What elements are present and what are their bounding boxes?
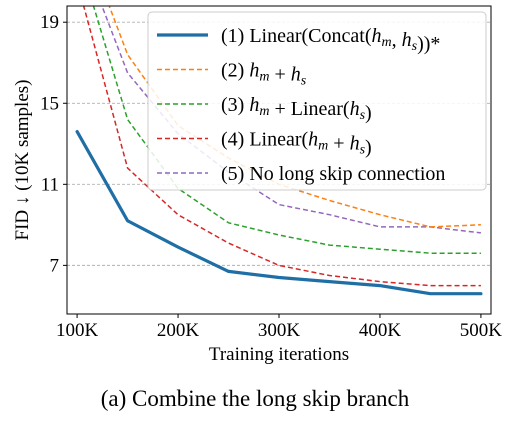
y-tick-label: 7 [50, 255, 60, 276]
series-line-3 [92, 6, 481, 254]
legend: (1) Linear(Concat(hm, hs))* (2) hm + hs (3… [147, 11, 487, 191]
x-tick-label: 200K [157, 320, 200, 341]
series-line-5 [101, 6, 481, 234]
legend-label-4: (4) Linear(hm + hs) [221, 129, 372, 159]
legend-label-1: (1) Linear(Concat(hm, hs))* [221, 25, 440, 55]
x-tick-label: 400K [359, 320, 402, 341]
x-tick-label: 100K [56, 320, 99, 341]
y-axis: 7 11 15 19 [40, 12, 67, 276]
legend-label-3: (3) hm + Linear(hs) [221, 94, 372, 124]
x-tick-label: 500K [460, 320, 503, 341]
y-axis-label: FID ↓ (10K samples) [12, 80, 33, 241]
y-tick-label: 11 [41, 174, 59, 195]
y-tick-label: 19 [40, 12, 59, 33]
legend-label-2: (2) hm + hs [221, 60, 307, 89]
x-tick-label: 300K [258, 320, 301, 341]
series-line-4 [82, 6, 481, 287]
series-line-1 [75, 130, 483, 296]
y-tick-label: 15 [40, 93, 59, 114]
legend-label-5: (5) No long skip connection [221, 163, 445, 185]
legend-box [147, 11, 487, 191]
x-axis: 100K 200K 300K 400K 500K [56, 314, 502, 341]
x-axis-label: Training iterations [209, 344, 349, 365]
figure-caption: (a) Combine the long skip branch [101, 386, 410, 411]
chart: 100K 200K 300K 400K 500K 7 11 15 19 Training it… [12, 5, 502, 365]
